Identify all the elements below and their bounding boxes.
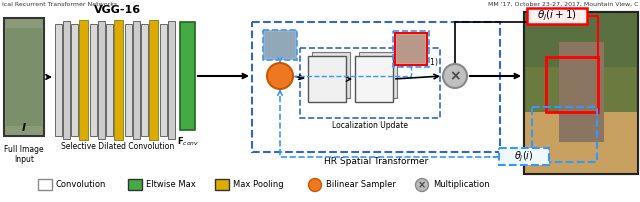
Text: ical Recurrent Transformer Networks: ical Recurrent Transformer Networks <box>2 2 117 7</box>
Text: Eltwise Max: Eltwise Max <box>146 180 196 189</box>
Text: $\theta_j(i \to i+1)$: $\theta_j(i \to i+1)$ <box>397 57 439 70</box>
Text: MM '17, October 23-27, 2017, Mountain View, C: MM '17, October 23-27, 2017, Mountain Vi… <box>488 2 638 7</box>
Text: Convolution: Convolution <box>56 180 106 189</box>
Bar <box>532 107 597 162</box>
Bar <box>141 24 148 136</box>
Bar <box>312 52 350 98</box>
Circle shape <box>267 63 293 89</box>
Bar <box>300 48 440 118</box>
Bar <box>252 22 500 152</box>
Bar <box>180 22 195 130</box>
Circle shape <box>415 179 429 191</box>
Text: Max Pooling: Max Pooling <box>233 180 284 189</box>
Bar <box>114 20 123 140</box>
Bar <box>397 35 425 63</box>
Bar <box>106 24 113 136</box>
Bar <box>38 179 52 190</box>
Bar <box>55 24 62 136</box>
Bar <box>524 12 638 174</box>
Text: Localization Update: Localization Update <box>332 121 408 130</box>
Text: Bilinear Sampler: Bilinear Sampler <box>326 180 396 189</box>
Text: $\theta_j(i)$: $\theta_j(i)$ <box>514 149 534 164</box>
Bar <box>499 148 549 165</box>
Text: Multiplication: Multiplication <box>433 180 490 189</box>
Bar <box>393 31 429 67</box>
Text: $\theta_j(i+1)$: $\theta_j(i+1)$ <box>537 9 577 23</box>
Bar <box>90 24 97 136</box>
Bar <box>559 42 604 142</box>
Bar <box>308 56 346 102</box>
Bar <box>133 21 140 139</box>
Text: Full Image
Input: Full Image Input <box>4 145 44 164</box>
Bar <box>128 179 142 190</box>
Bar <box>4 18 44 136</box>
Bar <box>527 8 587 24</box>
Bar <box>160 24 167 136</box>
Bar <box>149 20 158 140</box>
Text: ×: × <box>449 69 461 83</box>
Bar <box>79 20 88 140</box>
Circle shape <box>443 64 467 88</box>
Bar <box>524 12 638 174</box>
Bar <box>98 21 105 139</box>
Text: VGG-16: VGG-16 <box>95 5 141 15</box>
Bar <box>355 56 393 102</box>
Bar <box>168 21 175 139</box>
Bar <box>546 57 598 112</box>
Text: Selective Dilated Convolution: Selective Dilated Convolution <box>61 142 175 151</box>
Circle shape <box>308 179 321 191</box>
Bar <box>395 33 427 65</box>
Text: $\mathbf{F}_{conv}$: $\mathbf{F}_{conv}$ <box>177 135 198 147</box>
Bar <box>125 24 132 136</box>
Bar <box>524 112 638 174</box>
Bar <box>6 28 42 126</box>
Bar <box>359 52 397 98</box>
Bar <box>215 179 229 190</box>
Text: HR Spatial Transformer: HR Spatial Transformer <box>324 157 428 166</box>
Bar <box>71 24 78 136</box>
Bar <box>63 21 70 139</box>
Text: I: I <box>22 123 26 133</box>
Bar <box>524 12 638 67</box>
Text: ×: × <box>418 180 426 190</box>
Bar <box>265 32 295 58</box>
Bar <box>263 30 297 60</box>
